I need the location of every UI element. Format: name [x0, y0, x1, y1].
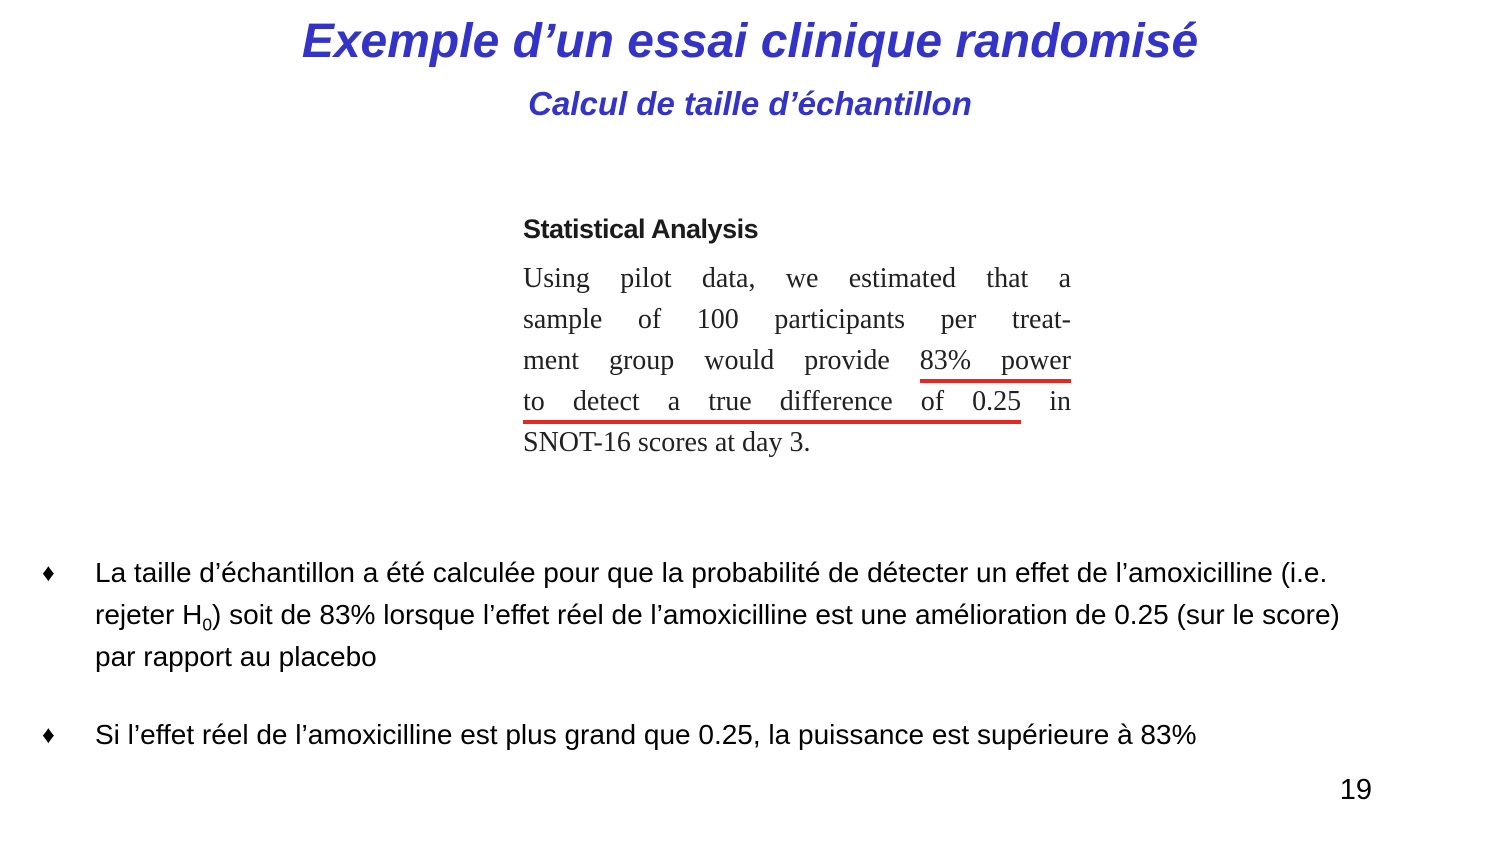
bullet-1-text-before-sub: La taille d’échantillon a été calculée p… — [95, 557, 1328, 630]
excerpt-line-5-text: SNOT-16 scores at day 3. — [523, 427, 811, 458]
journal-excerpt: Statistical Analysis Using pilot data, w… — [523, 214, 1072, 463]
red-underline-difference: to detect a true difference of 0.25 — [523, 386, 1022, 424]
diamond-bullet-icon: ♦ — [42, 721, 55, 749]
bullet-item-2: ♦ Si l’effet réel de l’amoxicilline est … — [42, 714, 1472, 756]
excerpt-line-1: Using pilot data, we estimated that a — [523, 258, 1071, 299]
diamond-bullet-icon: ♦ — [42, 559, 55, 587]
excerpt-line-1-text: Using pilot data, we estimated that a — [523, 263, 1071, 294]
excerpt-heading: Statistical Analysis — [523, 214, 759, 244]
bullet-1-text: La taille d’échantillon a été calculée p… — [95, 552, 1340, 678]
excerpt-line-3: ment group would provide 83% power — [523, 340, 1072, 383]
excerpt-line-4: to detect a true difference of 0.25 in — [523, 381, 1071, 424]
bullet-list: ♦ La taille d’échantillon a été calculée… — [42, 552, 1472, 756]
slide-title: Exemple d’un essai clinique randomisé — [301, 15, 1199, 68]
h0-subscript: 0 — [202, 614, 213, 635]
excerpt-line-3-text: ment group would provide — [523, 345, 920, 376]
bullet-2-text: Si l’effet réel de l’amoxicilline est pl… — [95, 719, 1197, 750]
excerpt-line-2-text: sample of 100 participants per treat- — [523, 304, 1071, 335]
bullet-item-1: ♦ La taille d’échantillon a été calculée… — [42, 552, 1472, 678]
excerpt-line-2: sample of 100 participants per treat- — [523, 299, 1071, 340]
page-number: 19 — [1339, 774, 1372, 806]
bullet-1-text-after-sub: ) soit de 83% lorsque l’effet réel de l’… — [95, 599, 1340, 672]
excerpt-line-5: SNOT-16 scores at day 3. — [523, 422, 1071, 463]
slide-subtitle: Calcul de taille d’échantillon — [528, 85, 972, 122]
excerpt-line-4-text: in — [1021, 386, 1071, 417]
red-underline-power: 83% power — [919, 345, 1072, 383]
